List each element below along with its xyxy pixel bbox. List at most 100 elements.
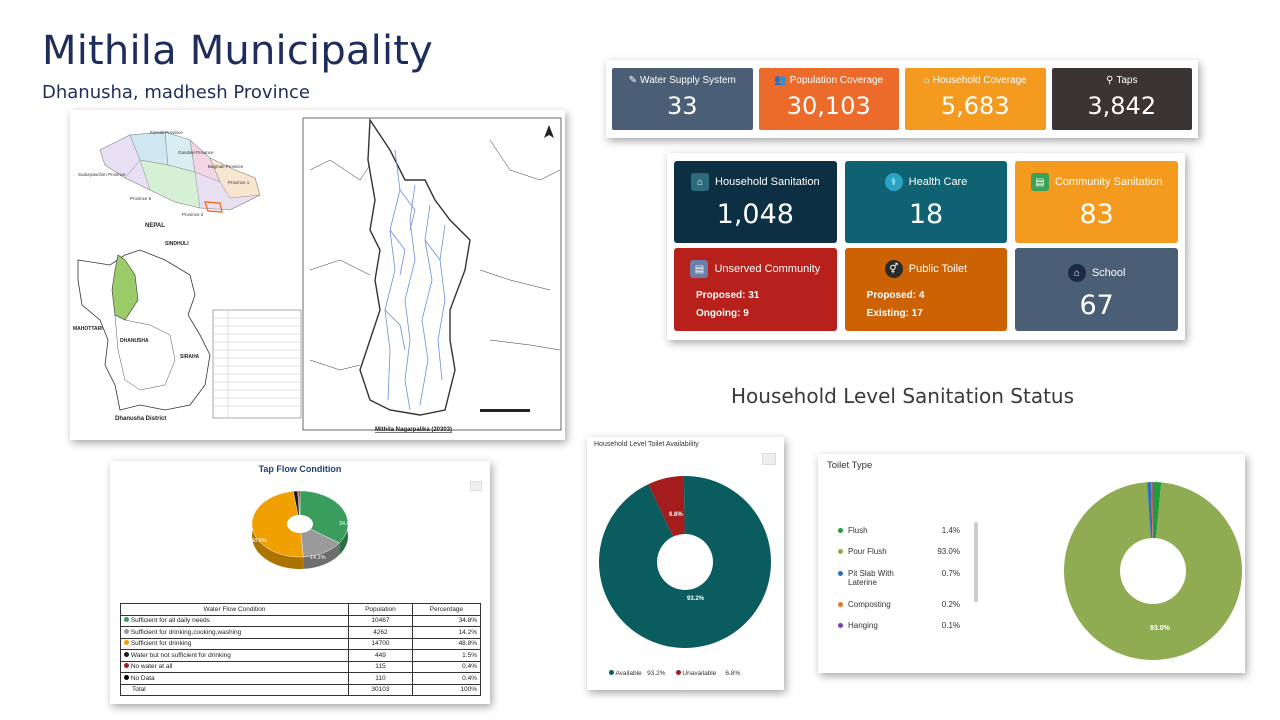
map-label-siraha: SIRAHA: [180, 354, 200, 360]
legend-item[interactable]: Hanging 0.1%: [838, 621, 960, 630]
house-icon: ⌂: [691, 173, 710, 191]
table-header: Water Flow Condition: [120, 603, 349, 616]
pie-label-green: 34.8%: [339, 521, 355, 527]
table-row: Sufficient for drinking,cooking,washing 4…: [120, 626, 482, 639]
sanitation-panel: ⌂ Household Sanitation 1,048 ⚕ Health Care…: [667, 153, 1185, 340]
card-label: Unserved Community: [714, 263, 821, 275]
donut-label-available: 93.2%: [687, 596, 705, 602]
legend-dot: [124, 651, 129, 657]
donut-label-unavailable: 6.8%: [669, 512, 683, 518]
donut-slice-hanging[interactable]: [1152, 482, 1153, 539]
legend-label: Composting: [848, 600, 891, 609]
legend-dot: [124, 617, 129, 623]
card-line-existing: Existing: 17: [866, 308, 923, 319]
card-line-proposed: Proposed: 31: [696, 290, 760, 301]
availability-legend: Available 93.2% Unavailable 6.8%: [609, 670, 740, 677]
table-cell: Sufficient for drinking,cooking,washing: [120, 626, 349, 639]
legend-value: 0.7%: [941, 569, 960, 578]
map-label-karnali: Karnali Province: [150, 130, 183, 135]
donut-slice-flush[interactable]: [1153, 482, 1162, 539]
table-cell: No Data: [120, 672, 349, 685]
pie-slice[interactable]: [299, 490, 349, 544]
table-header-row: Water Flow Condition Population Percenta…: [120, 603, 482, 616]
stat-label: Population Coverage: [789, 75, 884, 86]
table-cell: 14700: [348, 637, 413, 650]
map-label-district: Dhanusha District: [115, 416, 166, 422]
page-title: Mithila Municipality: [42, 28, 434, 74]
pie-slice[interactable]: [251, 491, 304, 558]
stat-card-household: ⌂ Household Coverage 5,683: [905, 68, 1046, 130]
legend-dot: [838, 571, 843, 576]
toilet-type-donut: 93.0%: [1064, 482, 1242, 660]
card-label: School: [1091, 267, 1126, 279]
pie-top: [251, 490, 349, 558]
donut-label-pour-flush: 93.0%: [1150, 625, 1171, 632]
donut-slice-unavailable[interactable]: [648, 476, 685, 537]
location-map: Karnali Province Gandaki Province Bagmat…: [70, 110, 565, 440]
table-cell: 100%: [411, 683, 482, 696]
legend-item[interactable]: Pour Flush 93.0%: [838, 547, 960, 556]
donut-slice-composting[interactable]: [1151, 482, 1153, 539]
legend-dot: [124, 628, 129, 634]
home-icon: ⌂: [923, 75, 930, 86]
legend-label: Pit Slab With Laterine: [848, 569, 894, 587]
table-cell: Sufficient for all daily needs: [120, 614, 349, 627]
map-label-gandaki: Gandaki Province: [178, 150, 214, 155]
stat-label: Water Supply System: [640, 75, 736, 86]
donut-slice-pit-slab-with-laterine[interactable]: [1147, 482, 1153, 539]
legend-scrollbar[interactable]: [974, 522, 978, 602]
card-value: 18: [908, 199, 944, 230]
legend-item[interactable]: Composting 0.2%: [838, 600, 960, 609]
table-cell: 0.4%: [411, 660, 482, 673]
card-label: Health Care: [908, 176, 968, 188]
map-label-province5: Province 5: [130, 196, 152, 201]
users-icon: 👥: [774, 75, 787, 86]
table-cell: No water at all: [120, 660, 349, 673]
availability-title: Household Level Toilet Availability: [594, 441, 699, 448]
table-cell: 115: [348, 660, 413, 673]
stat-card-population: 👥 Population Coverage 30,103: [758, 68, 899, 130]
table-row: Sufficient for all daily needs 10467 34.8%: [120, 614, 482, 627]
legend-dot: [124, 674, 129, 680]
legend-dot: [838, 528, 843, 533]
legend-item[interactable]: Flush 1.4%: [838, 526, 960, 535]
tap-flow-table: Water Flow Condition Population Percenta…: [120, 603, 482, 696]
chart-menu-button[interactable]: [470, 481, 482, 491]
table-cell: 0.4%: [411, 672, 482, 685]
donut-slice-pour-flush[interactable]: [1064, 482, 1242, 660]
card-health-care: ⚕ Health Care 18: [844, 161, 1008, 243]
card-community-sanitation: ▤ Community Sanitation 83: [1015, 161, 1178, 243]
card-line-ongoing: Ongoing: 9: [696, 308, 749, 319]
stat-value: 33: [666, 92, 698, 120]
legend-label: Flush: [848, 526, 868, 535]
legend-label: Hanging: [848, 621, 878, 630]
table-cell: 449: [348, 649, 413, 662]
legend-value: 0.2%: [941, 600, 960, 609]
table-row: No water at all 115 0.4%: [120, 660, 482, 673]
legend-dot: [124, 663, 129, 669]
stat-value: 30,103: [786, 92, 871, 120]
pie-label-grey: 14.2%: [310, 555, 326, 561]
table-cell: 10467: [348, 614, 413, 627]
legend-item-unavailable[interactable]: Unavailable 6.8%: [675, 670, 740, 677]
card-line-proposed: Proposed: 4: [866, 290, 925, 301]
legend-dot: [838, 549, 843, 554]
chart-menu-button[interactable]: [762, 453, 776, 465]
legend-value: 93.0%: [937, 547, 960, 556]
legend-item-available[interactable]: Available 93.2%: [609, 670, 666, 677]
stat-card-water-supply: ✎ Water Supply System 33: [612, 68, 753, 130]
legend-item[interactable]: Pit Slab With Laterine 0.7%: [838, 569, 960, 587]
pie-side-slice: [303, 543, 340, 569]
table-cell: Water but not sufficient for drinking: [120, 649, 349, 662]
donut-slice-available[interactable]: [599, 476, 771, 648]
pie-hole: [287, 515, 313, 533]
table-row: Water but not sufficient for drinking 449…: [120, 649, 482, 662]
card-label: Community Sanitation: [1054, 176, 1163, 188]
toilet-icon: ⚥: [884, 260, 903, 278]
map-label-mahottari: MAHOTTARI: [73, 326, 103, 332]
top-stats-panel: ✎ Water Supply System 33 👥 Population Cove…: [606, 60, 1198, 138]
tap-flow-pie: 34.8% 14.2% 48.8%: [251, 490, 355, 569]
legend-dot: [838, 623, 843, 628]
table-cell: Total: [120, 683, 349, 696]
table-cell: 110: [348, 672, 413, 685]
